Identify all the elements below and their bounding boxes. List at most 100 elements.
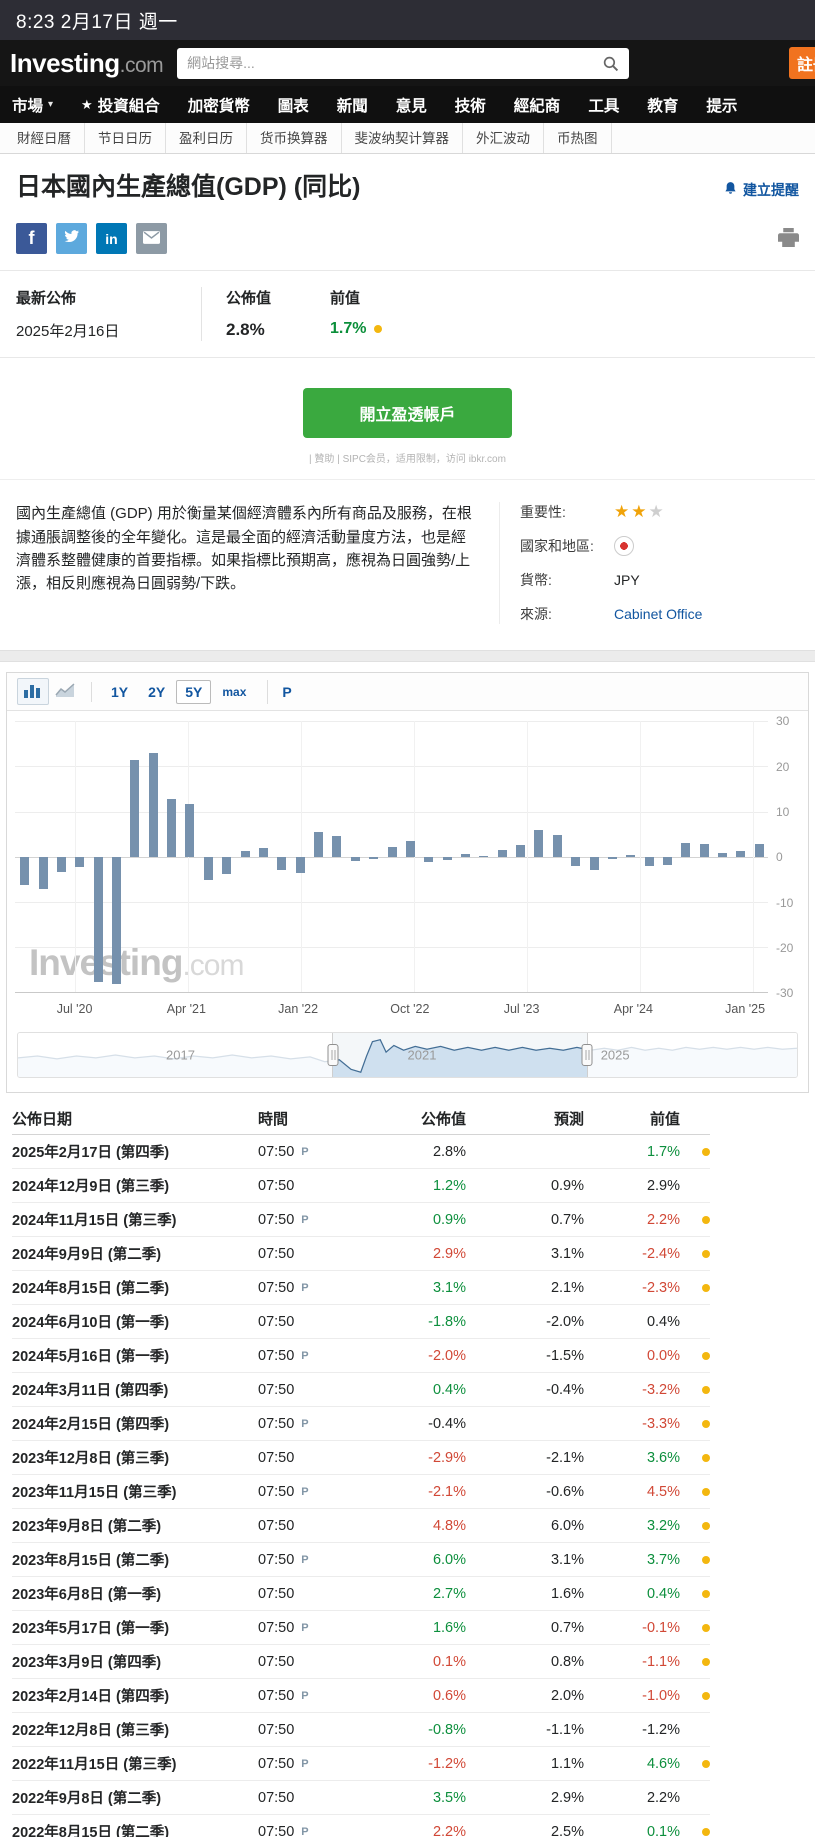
nav-item-9[interactable]: 工具 — [574, 94, 633, 116]
watermark-text: Investing — [29, 942, 183, 984]
preliminary-toggle-button[interactable]: P — [267, 679, 305, 704]
y-axis-label: 30 — [776, 714, 790, 729]
revision-dot-cell — [680, 1249, 710, 1258]
revision-dot-cell — [680, 1487, 710, 1496]
bar-chart-type-button[interactable] — [17, 678, 49, 706]
y-axis-label: -10 — [776, 895, 794, 910]
latest-release-date: 2025年2月16日 — [16, 323, 120, 341]
subnav-item-5[interactable]: 斐波纳契计算器 — [342, 123, 463, 153]
slider-right-handle[interactable] — [581, 1044, 593, 1067]
chart-plot-area[interactable]: Investing.com — [15, 721, 768, 994]
slider-unselected-left — [18, 1033, 334, 1078]
watermark-suffix: .com — [182, 949, 244, 983]
chart-x-axis: Jul '20 Apr '21 Jan '22 Oct '22 Jul '23 Apr '… — [15, 998, 765, 1024]
time-text: 07:50 — [258, 1483, 295, 1500]
nav-item-8[interactable]: 經紀商 — [500, 94, 575, 116]
revision-dot-icon — [702, 1589, 710, 1598]
search-icon[interactable] — [602, 55, 619, 72]
subnav-item-2[interactable]: 节日日历 — [85, 123, 166, 153]
time-text: 07:50 — [258, 1789, 295, 1806]
chart-body: Investing.com 30 20 10 0 -10 -20 -30 — [7, 711, 808, 1000]
actual-value: -0.8% — [428, 1721, 466, 1738]
subnav-item-6[interactable]: 外汇波动 — [463, 123, 544, 153]
chart-bar — [718, 852, 728, 857]
slider-left-handle[interactable] — [327, 1044, 339, 1067]
range-button-max[interactable]: max — [213, 681, 255, 703]
time-text: 07:50 — [258, 1653, 295, 1670]
subnav-item-3[interactable]: 盈利日历 — [166, 123, 247, 153]
range-button-2Y[interactable]: 2Y — [139, 680, 174, 704]
nav-item-label: 提示 — [706, 97, 738, 115]
gridline — [639, 721, 641, 993]
release-time: 07:50 — [258, 1178, 350, 1194]
nav-item-6[interactable]: 意見 — [382, 94, 441, 116]
release-time: 07:50 — [258, 1654, 350, 1670]
release-time: 07:50 — [258, 1790, 350, 1806]
linkedin-share-button[interactable]: in — [96, 223, 127, 255]
release-date: 2022年9月8日 (第二季) — [12, 1791, 162, 1808]
release-date: 2024年5月16日 (第一季) — [12, 1349, 170, 1366]
subnav-item-1[interactable]: 財經日曆 — [4, 123, 85, 153]
forecast-value: 2.9% — [550, 1789, 584, 1806]
actual-value: -1.8% — [428, 1313, 466, 1330]
open-account-button[interactable]: 開立盈透帳戶 — [303, 388, 512, 439]
chart-bar — [350, 856, 360, 862]
print-button[interactable] — [778, 227, 799, 250]
table-row: 2024年8月15日 (第二季) 07:50 P 3.1% 2.1% -2.3% — [12, 1271, 710, 1306]
site-logo[interactable]: Investing.com — [10, 47, 164, 79]
chart-bar — [258, 848, 268, 857]
revision-dot-cell — [680, 1385, 710, 1394]
chart-bar — [644, 856, 654, 866]
chart-bar — [167, 799, 177, 857]
nav-item-label: 市場 — [12, 97, 44, 115]
previous-value: 0.4% — [646, 1585, 680, 1602]
create-alert-button[interactable]: 建立提醒 — [723, 180, 799, 200]
preliminary-flag: P — [301, 1349, 309, 1362]
signup-button[interactable]: 註冊 — [789, 47, 815, 79]
nav-item-3[interactable]: 加密貨幣 — [174, 94, 264, 116]
range-button-5Y[interactable]: 5Y — [176, 679, 212, 704]
actual-value: 3.5% — [432, 1789, 466, 1806]
preliminary-flag: P — [301, 1553, 309, 1566]
previous-value: 2.9% — [646, 1177, 680, 1194]
table-header-row: 公佈日期 時間 公佈值 預測 前值 — [12, 1103, 710, 1136]
twitter-share-button[interactable] — [56, 223, 87, 255]
forecast-value: -2.1% — [546, 1449, 584, 1466]
chart-bar — [552, 835, 562, 857]
gridline — [188, 721, 190, 993]
chart-watermark: Investing.com — [29, 942, 244, 984]
area-chart-type-button[interactable] — [49, 678, 81, 705]
chart-bar — [387, 846, 397, 857]
nav-item-11[interactable]: 提示 — [692, 94, 751, 116]
revision-dot-cell — [680, 1351, 710, 1360]
nav-item-4[interactable]: 圖表 — [264, 94, 323, 116]
nav-item-5[interactable]: 新聞 — [323, 94, 382, 116]
email-share-button[interactable] — [136, 223, 167, 255]
search-input[interactable] — [187, 55, 603, 71]
forecast-value: -1.5% — [546, 1347, 584, 1364]
printer-icon — [778, 227, 799, 250]
time-text: 07:50 — [258, 1619, 295, 1636]
subnav-item-4[interactable]: 货币换算器 — [247, 123, 342, 153]
slider-year-label: 2021 — [407, 1047, 437, 1063]
chart-bar — [626, 854, 636, 857]
release-date: 2022年8月15日 (第二季) — [12, 1825, 170, 1837]
time-text: 07:50 — [258, 1211, 295, 1228]
nav-item-1[interactable]: 市場 ▾ — [12, 94, 67, 116]
previous-value: 1.7% — [330, 320, 367, 338]
subnav-item-7[interactable]: 币热图 — [544, 123, 612, 153]
source-link[interactable]: Cabinet Office — [614, 606, 703, 623]
nav-item-7[interactable]: 技術 — [441, 94, 500, 116]
release-time: 07:50 P — [258, 1144, 350, 1160]
release-time: 07:50 P — [258, 1348, 350, 1364]
chart-range-slider[interactable]: 2017 2021 2025 — [17, 1032, 798, 1079]
currency-row: 貨幣: JPY — [520, 570, 799, 590]
facebook-share-button[interactable]: f — [16, 223, 47, 255]
nav-item-10[interactable]: 教育 — [633, 94, 692, 116]
actual-value: 2.2% — [432, 1823, 466, 1837]
nav-item-2[interactable]: ★ 投資組合 — [67, 94, 174, 116]
logo-text: Investing — [10, 47, 120, 78]
range-button-1Y[interactable]: 1Y — [102, 680, 137, 704]
chart-bar — [185, 803, 195, 857]
japan-flag-icon — [614, 536, 634, 557]
